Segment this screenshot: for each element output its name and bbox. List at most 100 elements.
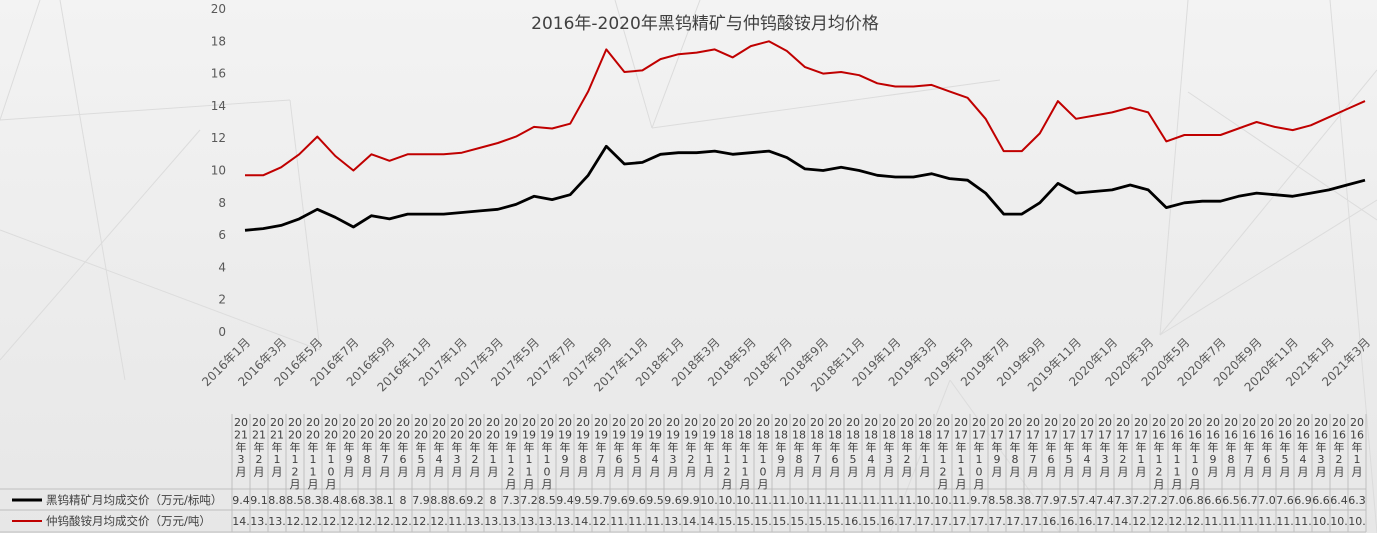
- table-value-cell: 9.7: [592, 494, 610, 507]
- table-value-cell: 13.: [520, 515, 538, 528]
- table-header-cell: 20 18 年 1 0 月: [756, 416, 770, 491]
- table-value-cell: 8.6: [340, 494, 358, 507]
- table-value-cell: 12.: [592, 515, 610, 528]
- table-header-cell: 20 18 年 1 2 月: [720, 416, 734, 491]
- table-value-cell: 6.8: [1186, 494, 1204, 507]
- table-value-cell: 9.5: [646, 494, 664, 507]
- table-header-cell: 20 16 年 1 0 月: [1188, 416, 1202, 491]
- table-value-cell: 16.: [1042, 515, 1060, 528]
- table-header-cell: 20 17 年 8 月: [1008, 416, 1022, 479]
- table-value-cell: 10.: [700, 494, 718, 507]
- table-header-cell: 20 17 年 4 月: [1080, 416, 1094, 479]
- table-value-cell: 9.6: [628, 494, 646, 507]
- table-header-cell: 20 20 年 5 月: [414, 416, 428, 479]
- table-value-cell: 8.8: [430, 494, 448, 507]
- y-tick-label: 6: [218, 228, 226, 242]
- y-tick-label: 4: [218, 260, 226, 274]
- table-header-cell: 20 21 年 1 月: [270, 416, 284, 479]
- table-value-cell: 10.: [790, 494, 808, 507]
- table-value-cell: 12.: [286, 515, 304, 528]
- table-value-cell: 11.: [880, 494, 898, 507]
- table-header-cell: 20 18 年 1 月: [918, 416, 932, 479]
- table-value-cell: 11.: [610, 515, 628, 528]
- table-value-cell: 11.: [754, 494, 772, 507]
- table-value-cell: 11.: [826, 494, 844, 507]
- table-value-cell: 9.7: [970, 494, 988, 507]
- table-value-cell: 10.: [934, 494, 952, 507]
- table-header-cell: 20 19 年 9 月: [558, 416, 572, 479]
- table-header-cell: 20 18 年 9 月: [774, 416, 788, 479]
- table-header-cell: 20 19 年 3 月: [666, 416, 680, 479]
- table-header-cell: 20 16 年 1 1 月: [1170, 416, 1184, 491]
- y-tick-label: 16: [211, 67, 226, 81]
- table-header-cell: 20 20 年 1 1 月: [306, 416, 320, 491]
- table-value-cell: 7.3: [502, 494, 520, 507]
- table-value-cell: 7.5: [1060, 494, 1078, 507]
- table-value-cell: 7.2: [520, 494, 538, 507]
- table-value-cell: 8.3: [1006, 494, 1024, 507]
- y-tick-label: 12: [211, 131, 226, 145]
- table-header-cell: 20 18 年 5 月: [846, 416, 860, 479]
- table-value-cell: 8.7: [1024, 494, 1042, 507]
- table-header-cell: 20 16 年 8 月: [1224, 416, 1238, 479]
- table-header-cell: 20 18 年 6 月: [828, 416, 842, 479]
- table-value-cell: 11.: [952, 494, 970, 507]
- table-value-cell: 9.9: [682, 494, 700, 507]
- table-value-cell: 13.: [664, 515, 682, 528]
- table-value-cell: 8.5: [988, 494, 1006, 507]
- table-header-cell: 20 18 年 1 1 月: [738, 416, 752, 491]
- table-value-cell: 13.: [538, 515, 556, 528]
- table-header-cell: 20 19 年 1 2 月: [504, 416, 518, 491]
- table-header-cell: 20 19 年 8 月: [576, 416, 590, 479]
- table-header-cell: 20 16 年 7 月: [1242, 416, 1256, 479]
- legend-label-apt: 仲钨酸铵月均成交价（万元/吨）: [46, 514, 211, 528]
- table-value-cell: 15.: [736, 515, 754, 528]
- table-header-cell: 20 19 年 2 月: [684, 416, 698, 479]
- table-header-cell: 20 20 年 4 月: [432, 416, 446, 479]
- table-value-cell: 9.4: [556, 494, 574, 507]
- table-value-cell: 6.4: [1330, 494, 1348, 507]
- y-tick-label: 2: [218, 293, 226, 307]
- table-header-cell: 20 17 年 6 月: [1044, 416, 1058, 479]
- table-header-cell: 20 17 年 9 月: [990, 416, 1004, 479]
- table-value-cell: 12.: [1132, 515, 1150, 528]
- table-header-cell: 20 19 年 4 月: [648, 416, 662, 479]
- table-header-cell: 20 18 年 4 月: [864, 416, 878, 479]
- y-tick-label: 14: [211, 99, 226, 113]
- table-value-cell: 7.3: [1114, 494, 1132, 507]
- table-value-cell: 8.5: [286, 494, 304, 507]
- table-value-cell: 7.0: [1258, 494, 1276, 507]
- table-value-cell: 11.: [1294, 515, 1312, 528]
- table-header-cell: 20 16 年 1 2 月: [1152, 416, 1166, 491]
- legend-label-black-tungsten: 黑钨精矿月均成交价（万元/标吨）: [46, 493, 222, 507]
- table-value-cell: 15.: [772, 515, 790, 528]
- table-value-cell: 16.: [1078, 515, 1096, 528]
- table-value-cell: 17.: [1006, 515, 1024, 528]
- table-header-cell: 20 19 年 1 1 月: [522, 416, 536, 491]
- table-value-cell: 12.: [1168, 515, 1186, 528]
- table-header-cell: 20 16 年 2 月: [1332, 416, 1346, 479]
- table-header-cell: 20 17 年 1 0 月: [972, 416, 986, 491]
- table-value-cell: 13.: [502, 515, 520, 528]
- table-value-cell: 6.5: [1222, 494, 1240, 507]
- table-value-cell: 7.2: [1150, 494, 1168, 507]
- table-value-cell: 10.: [1348, 515, 1366, 528]
- table-value-cell: 8: [490, 494, 497, 507]
- table-value-cell: 6.6: [1204, 494, 1222, 507]
- table-header-cell: 20 20 年 7 月: [378, 416, 392, 479]
- table-header-cell: 20 17 年 7 月: [1026, 416, 1040, 479]
- table-value-cell: 11.: [808, 494, 826, 507]
- table-value-cell: 10.: [718, 494, 736, 507]
- table-value-cell: 11.: [1222, 515, 1240, 528]
- table-value-cell: 9.6: [664, 494, 682, 507]
- table-value-cell: 14.: [574, 515, 592, 528]
- table-value-cell: 7.4: [1078, 494, 1096, 507]
- table-header-cell: 20 21 年 2 月: [252, 416, 266, 479]
- table-value-cell: 13.: [250, 515, 268, 528]
- table-value-cell: 13.: [466, 515, 484, 528]
- table-value-cell: 11.: [1204, 515, 1222, 528]
- table-value-cell: 8.3: [304, 494, 322, 507]
- table-header-cell: 20 20 年 3 月: [450, 416, 464, 479]
- table-value-cell: 8.4: [322, 494, 340, 507]
